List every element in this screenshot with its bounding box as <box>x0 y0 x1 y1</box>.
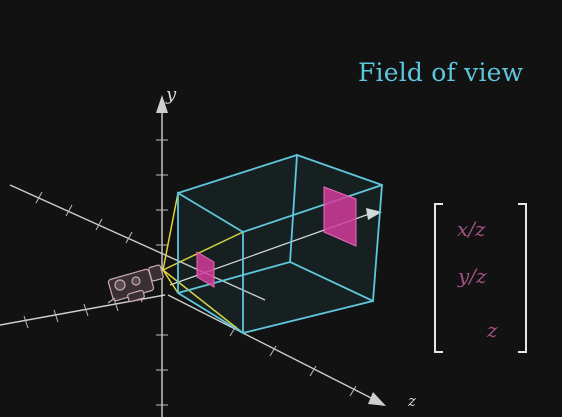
z-axis-label: z <box>408 392 416 410</box>
vector-entry-z: z <box>487 318 498 342</box>
y-axis-label: y <box>166 84 176 105</box>
vector-entry-x-over-z: x/z <box>457 217 486 241</box>
z-axis-arrowhead <box>368 392 386 406</box>
vector-entry-y-over-z: y/z <box>458 264 487 288</box>
page-title: Field of view <box>358 58 523 87</box>
